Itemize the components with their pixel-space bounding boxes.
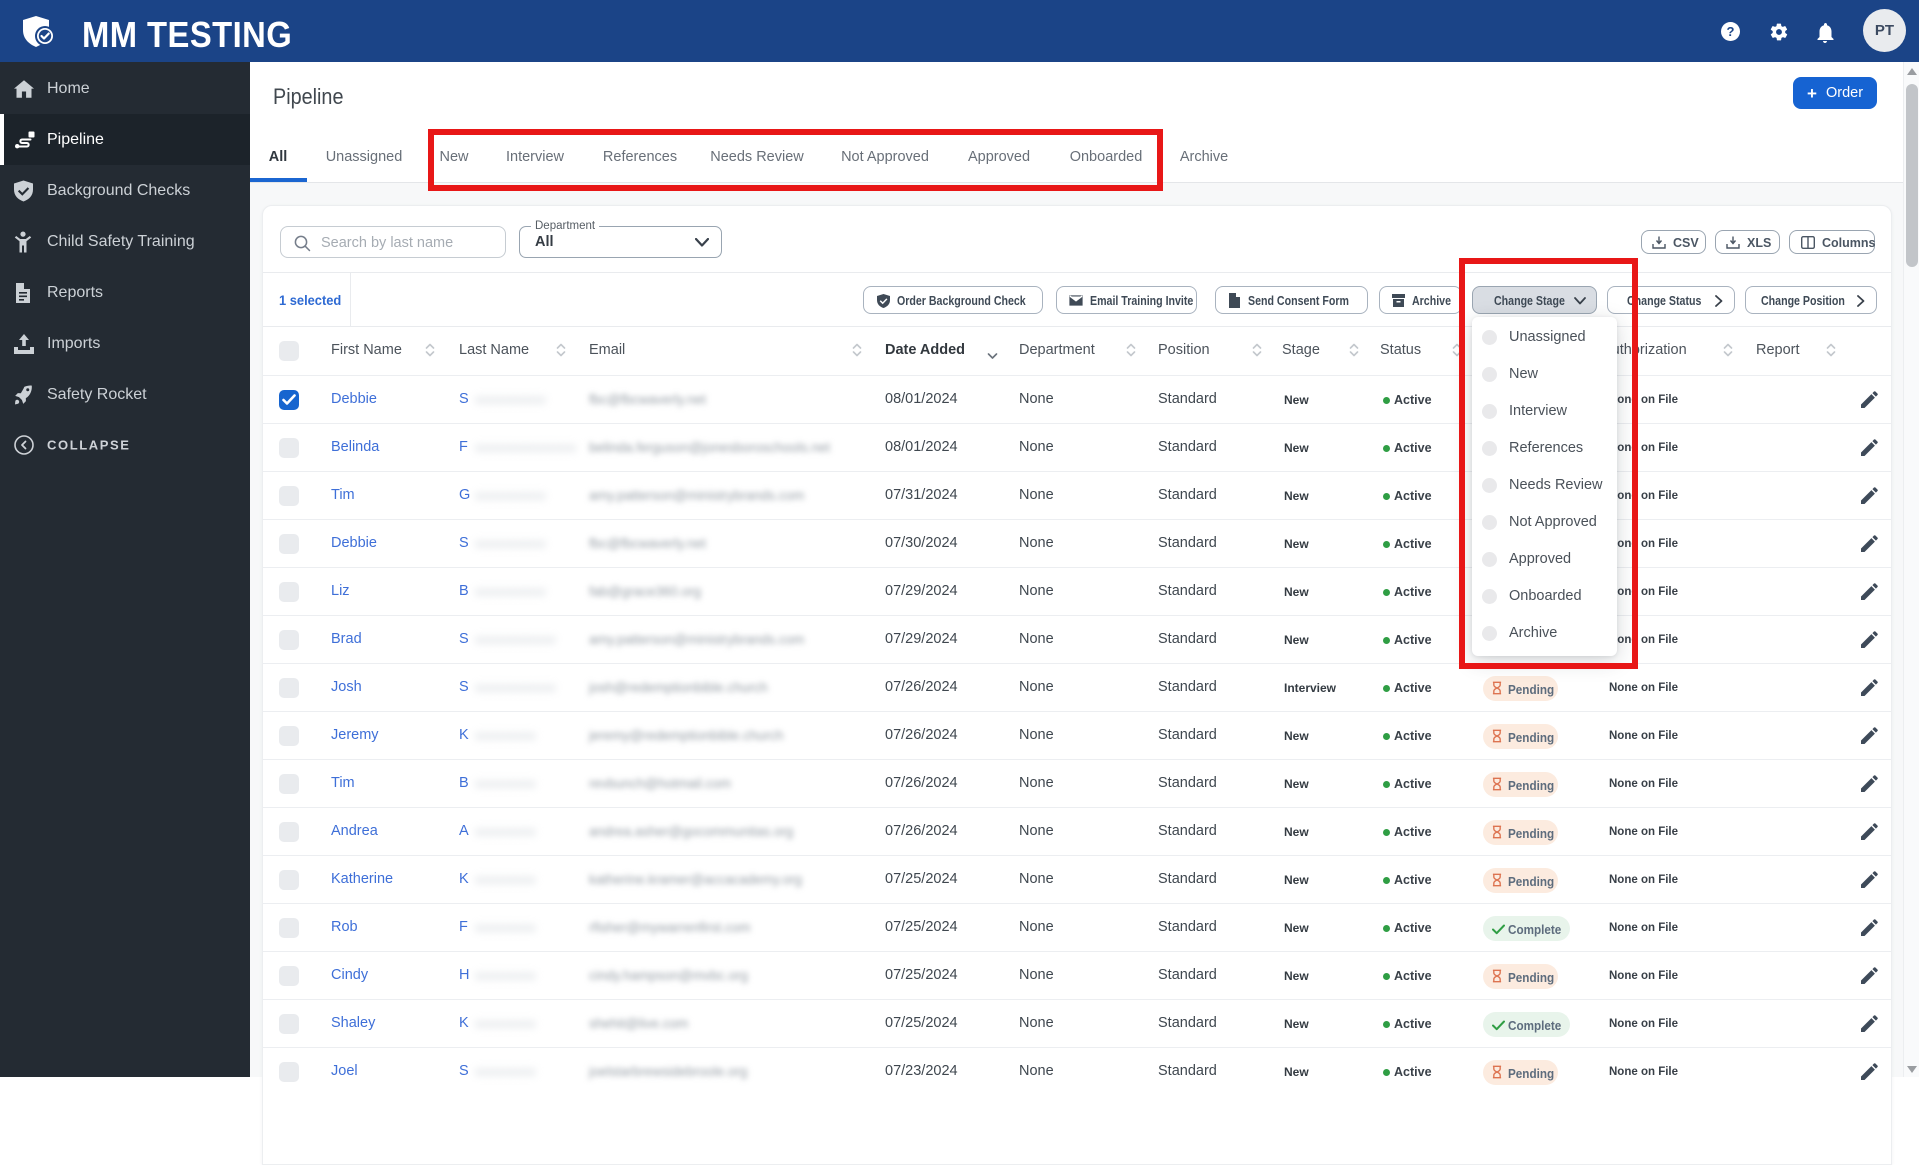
svg-text:?: ? <box>1727 24 1735 39</box>
